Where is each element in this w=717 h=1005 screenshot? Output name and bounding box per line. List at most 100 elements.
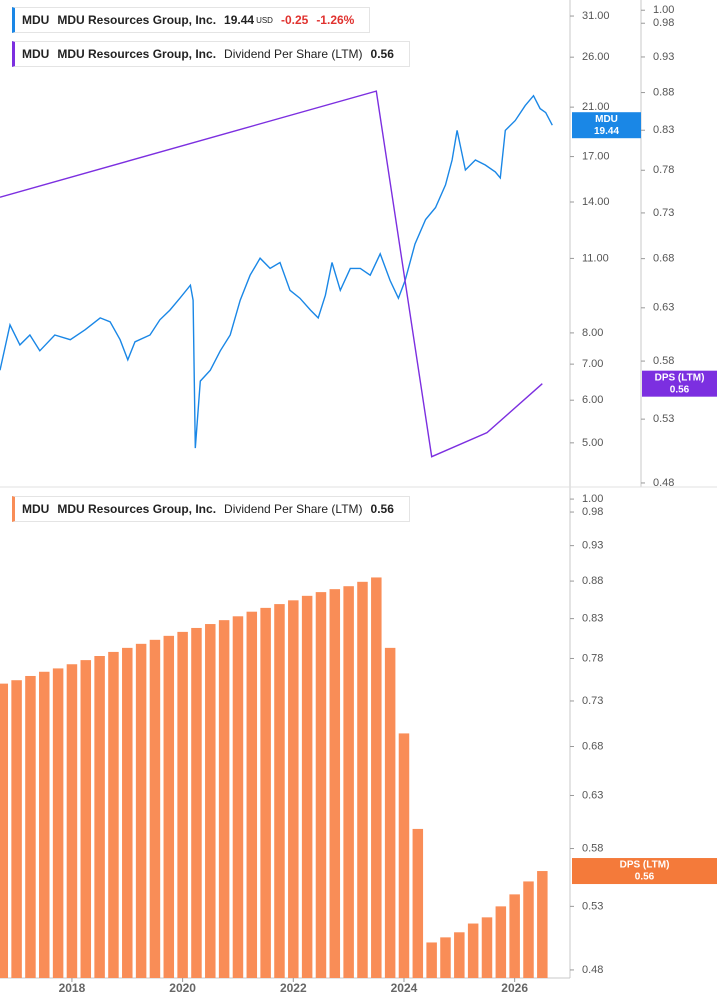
ticker: MDU xyxy=(22,47,50,61)
bar xyxy=(25,675,36,978)
y-tick-label: 0.93 xyxy=(582,540,603,552)
bar xyxy=(495,906,507,978)
y-tick-label: 0.78 xyxy=(653,164,674,176)
line-series xyxy=(0,90,543,458)
bar xyxy=(454,932,465,978)
bar xyxy=(52,668,64,978)
dps-flag-value: 0.56 xyxy=(635,872,655,883)
bar xyxy=(398,733,410,978)
bar xyxy=(440,937,451,978)
ticker: MDU xyxy=(22,502,50,516)
last-value: 0.56 xyxy=(370,47,394,61)
legend-price: MDU MDU Resources Group, Inc. 19.44 USD … xyxy=(12,7,371,33)
x-tick-label: 2022 xyxy=(280,981,307,995)
bar xyxy=(301,595,313,978)
bar xyxy=(191,627,202,978)
legend-dps-bars: MDU MDU Resources Group, Inc. Dividend P… xyxy=(12,496,410,522)
y-tick-label: 0.83 xyxy=(582,613,603,625)
change: -0.25 xyxy=(280,13,309,27)
dps-flag-value: 0.56 xyxy=(670,384,690,395)
x-tick-label: 2026 xyxy=(501,981,528,995)
y-tick-label: 5.00 xyxy=(582,437,603,449)
bar xyxy=(0,683,9,978)
y-tick-label: 21.00 xyxy=(582,101,610,113)
last-price: 19.44 xyxy=(224,13,255,27)
y-tick-label: 14.00 xyxy=(582,196,610,208)
bar xyxy=(94,656,105,978)
bar xyxy=(274,604,285,978)
bar xyxy=(149,639,161,978)
y-tick-label: 0.68 xyxy=(582,740,603,752)
y-tick-label: 0.53 xyxy=(582,900,603,912)
y-tick-label: 8.00 xyxy=(582,327,603,339)
y-tick-label: 0.68 xyxy=(653,253,674,265)
y-tick-label: 0.73 xyxy=(653,207,674,219)
company: MDU Resources Group, Inc. xyxy=(57,47,217,61)
dps-flag xyxy=(572,858,717,885)
y-tick-label: 26.00 xyxy=(582,51,610,63)
y-tick-label: 0.88 xyxy=(582,575,603,587)
bar xyxy=(218,620,230,978)
bar xyxy=(39,671,50,978)
dps-flag-label: DPS (LTM) xyxy=(620,860,670,871)
x-tick-label: 2018 xyxy=(59,981,86,995)
y-tick-label: 0.98 xyxy=(653,17,674,29)
bar xyxy=(329,589,341,978)
last-value: 0.56 xyxy=(370,502,394,516)
y-tick-label: 0.48 xyxy=(653,477,674,489)
bar xyxy=(246,611,258,978)
price-flag xyxy=(572,112,641,139)
bar xyxy=(163,635,175,978)
bar xyxy=(108,651,119,978)
y-tick-label: 7.00 xyxy=(582,358,603,370)
bar xyxy=(205,624,216,978)
y-tick-label: 1.00 xyxy=(653,4,674,16)
change-pct: -1.26% xyxy=(316,13,355,27)
bar xyxy=(523,881,534,978)
bar xyxy=(371,577,382,978)
bar xyxy=(135,643,147,978)
y-tick-label: 0.58 xyxy=(582,842,603,854)
bar xyxy=(509,894,520,978)
line-series xyxy=(0,94,553,449)
series-name: Dividend Per Share (LTM) xyxy=(224,502,363,516)
bar xyxy=(412,828,424,978)
price-flag-label: MDU xyxy=(595,114,618,125)
y-tick-label: 11.00 xyxy=(582,252,609,264)
x-tick-label: 2024 xyxy=(391,981,418,995)
y-tick-label: 0.63 xyxy=(582,789,603,801)
y-tick-label: 0.88 xyxy=(653,86,674,98)
bar xyxy=(122,647,133,978)
y-tick-label: 0.58 xyxy=(653,355,674,367)
y-tick-label: 0.83 xyxy=(653,124,674,136)
y-tick-label: 0.63 xyxy=(653,302,674,314)
bar xyxy=(288,600,299,978)
series-name: Dividend Per Share (LTM) xyxy=(224,47,363,61)
y-tick-label: 17.00 xyxy=(582,150,610,162)
bar xyxy=(232,616,244,978)
ticker: MDU xyxy=(22,13,50,27)
x-tick-label: 2020 xyxy=(169,981,196,995)
y-tick-label: 0.98 xyxy=(582,506,603,518)
bar xyxy=(11,680,22,978)
y-tick-label: 31.00 xyxy=(582,10,610,22)
bar xyxy=(384,647,396,978)
dps-flag-label: DPS (LTM) xyxy=(655,372,705,383)
bar xyxy=(66,664,78,978)
y-tick-label: 0.93 xyxy=(653,51,674,63)
bar xyxy=(481,917,493,978)
y-tick-label: 0.73 xyxy=(582,695,603,707)
bar xyxy=(537,871,548,978)
price-flag-value: 19.44 xyxy=(594,126,619,137)
bar xyxy=(467,923,479,978)
y-tick-label: 0.53 xyxy=(653,413,674,425)
bar xyxy=(343,586,354,978)
bar xyxy=(260,607,271,978)
y-tick-label: 0.78 xyxy=(582,652,603,664)
bar xyxy=(426,942,437,978)
y-tick-label: 0.48 xyxy=(582,964,603,976)
company: MDU Resources Group, Inc. xyxy=(57,502,217,516)
company: MDU Resources Group, Inc. xyxy=(57,13,217,27)
currency: USD xyxy=(256,15,273,25)
